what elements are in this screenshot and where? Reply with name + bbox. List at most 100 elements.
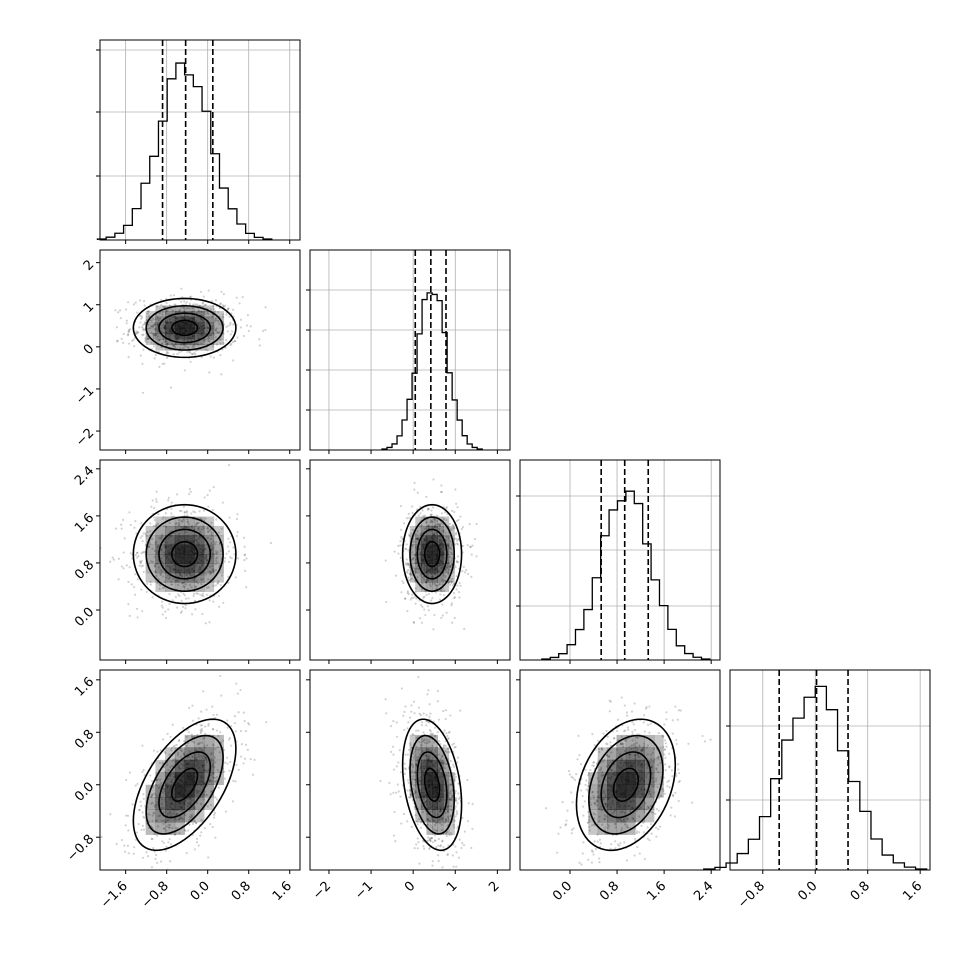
scatter-point-1-0-639 xyxy=(261,329,265,332)
scatter-point-3-1-413 xyxy=(449,714,452,717)
density-cell-1-0-5-1 xyxy=(184,344,195,351)
scatter-point-1-0-414 xyxy=(225,313,228,316)
scatter-point-3-0-121 xyxy=(226,756,229,759)
scatter-point-1-0-176 xyxy=(196,303,199,306)
density-cell-1-0-6-8 xyxy=(194,305,205,312)
scatter-point-3-2-180 xyxy=(665,718,668,721)
scatter-point-3-2-498 xyxy=(657,797,660,800)
scatter-point-2-1-578 xyxy=(466,572,470,576)
scatter-point-2-0-405 xyxy=(167,608,170,611)
scatter-point-3-1-190 xyxy=(433,839,437,842)
scatter-point-1-0-621 xyxy=(171,309,174,312)
scatter-point-3-1-599 xyxy=(439,742,442,746)
scatter-point-2-1-445 xyxy=(400,536,403,539)
density-cell-2-0-5-5 xyxy=(184,544,195,555)
scatter-point-3-0-463 xyxy=(211,705,214,708)
scatter-point-3-0-170 xyxy=(141,856,145,859)
scatter-point-3-1-61 xyxy=(432,732,435,736)
scatter-point-3-2-176 xyxy=(587,858,590,861)
scatter-point-3-1-535 xyxy=(434,748,437,752)
scatter-point-3-2-438 xyxy=(648,731,651,734)
scatter-point-2-0-63 xyxy=(154,542,157,545)
scatter-point-1-0-242 xyxy=(227,324,230,327)
scatter-point-3-2-172 xyxy=(593,824,596,827)
scatter-point-2-1-392 xyxy=(440,522,443,525)
scatter-point-2-0-172 xyxy=(127,580,130,583)
scatter-point-3-1-0 xyxy=(437,859,440,863)
scatter-point-2-1-406 xyxy=(439,589,442,592)
scatter-point-1-0-371 xyxy=(167,308,170,311)
scatter-point-3-1-576 xyxy=(444,819,448,822)
scatter-point-3-2-433 xyxy=(659,795,663,798)
scatter-point-1-0-344 xyxy=(195,349,198,352)
scatter-point-3-0-302 xyxy=(162,822,165,825)
scatter-point-3-0-16 xyxy=(171,723,174,726)
scatter-point-2-0-478 xyxy=(194,608,197,611)
scatter-point-3-0-483 xyxy=(199,802,203,806)
density-cell-3-0-5-2 xyxy=(184,809,195,823)
scatter-point-1-0-388 xyxy=(136,331,140,334)
scatter-point-3-2-179 xyxy=(675,774,678,778)
scatter-point-1-0-443 xyxy=(232,359,235,362)
scatter-point-3-1-591 xyxy=(431,864,434,867)
scatter-point-3-1-446 xyxy=(423,847,426,850)
density-cell-2-1-5-6 xyxy=(432,535,439,546)
scatter-point-2-0-636 xyxy=(189,490,192,493)
scatter-point-3-2-189 xyxy=(703,740,707,743)
scatter-point-3-1-503 xyxy=(447,873,449,875)
scatter-point-3-1-334 xyxy=(417,706,420,709)
scatter-point-1-0-146 xyxy=(125,322,128,325)
density-cell-1-0-6-5 xyxy=(194,322,205,329)
scatter-point-1-0-597 xyxy=(156,335,159,338)
scatter-point-2-0-420 xyxy=(136,578,139,581)
scatter-point-3-1-402 xyxy=(402,714,405,717)
density-cell-3-2-5-7 xyxy=(625,747,636,761)
density-cell-2-1-5-8 xyxy=(432,516,439,527)
scatter-point-3-2-601 xyxy=(655,777,658,780)
scatter-point-2-1-227 xyxy=(429,519,432,522)
scatter-point-2-0-347 xyxy=(144,532,147,536)
scatter-point-1-0-61 xyxy=(190,353,194,356)
scatter-point-2-0-465 xyxy=(209,570,212,574)
scatter-point-2-1-300 xyxy=(406,570,409,573)
scatter-point-3-2-367 xyxy=(621,757,624,760)
scatter-point-3-1-646 xyxy=(429,824,432,827)
density-cell-3-0-6-2 xyxy=(194,809,205,823)
scatter-point-2-1-52 xyxy=(455,519,459,523)
scatter-point-3-1-662 xyxy=(403,710,406,713)
scatter-point-2-0-670 xyxy=(188,492,191,496)
scatter-point-2-1-585 xyxy=(420,524,423,527)
scatter-point-3-2-607 xyxy=(633,742,636,746)
density-cell-3-1-4-3 xyxy=(426,797,433,810)
scatter-point-2-0-467 xyxy=(122,551,125,554)
scatter-point-1-0-421 xyxy=(127,333,130,336)
density-cell-3-0-6-4 xyxy=(194,784,205,798)
density-cell-3-2-4-1 xyxy=(616,822,627,835)
scatter-point-3-2-522 xyxy=(652,785,656,788)
scatter-point-3-0-658 xyxy=(171,764,174,768)
scatter-point-1-0-524 xyxy=(206,311,209,314)
scatter-point-2-0-610 xyxy=(186,514,189,517)
scatter-point-1-0-580 xyxy=(188,295,192,299)
scatter-point-3-0-672 xyxy=(152,811,155,814)
scatter-point-1-0-669 xyxy=(219,302,222,305)
scatter-point-1-0-309 xyxy=(215,317,218,320)
scatter-point-2-0-179 xyxy=(142,532,145,535)
scatter-point-1-0-210 xyxy=(214,329,218,332)
scatter-point-3-1-514 xyxy=(426,693,429,696)
scatter-point-3-0-123 xyxy=(240,743,243,746)
scatter-point-2-1-219 xyxy=(456,506,459,509)
scatter-point-2-1-247 xyxy=(405,517,409,520)
density-cell-3-0-4-7 xyxy=(174,747,185,761)
density-cell-2-0-7-6 xyxy=(204,535,215,546)
contour-1-0-1 xyxy=(145,304,224,351)
scatter-point-2-0-127 xyxy=(214,534,217,537)
scatter-point-3-1-438 xyxy=(426,822,429,826)
scatter-point-3-0-357 xyxy=(125,814,128,817)
density-cell-1-0-2-3 xyxy=(155,333,166,340)
scatter-point-2-1-304 xyxy=(440,490,443,494)
scatter-point-3-0-649 xyxy=(169,843,173,846)
joint-panel-3-0 xyxy=(96,669,301,874)
scatter-point-3-2-202 xyxy=(642,742,646,745)
scatter-point-3-2-215 xyxy=(608,755,611,758)
